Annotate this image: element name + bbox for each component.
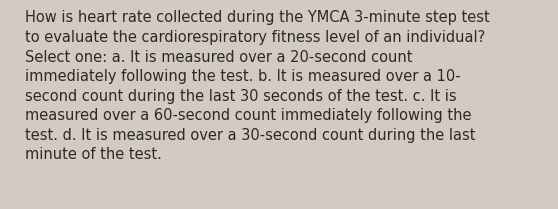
Text: How is heart rate collected during the YMCA 3-minute step test
to evaluate the c: How is heart rate collected during the Y… (25, 10, 490, 162)
